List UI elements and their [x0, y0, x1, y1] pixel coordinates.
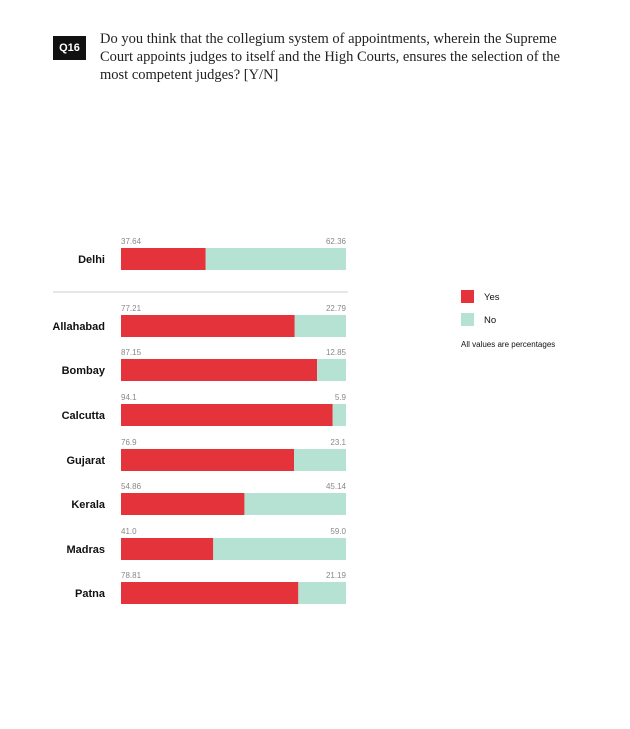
bar-yes-kerala [121, 493, 245, 515]
row-label-patna: Patna [75, 588, 106, 600]
row-label-kerala: Kerala [71, 499, 106, 511]
value-label-no-calcutta: 5.9 [335, 393, 347, 402]
question-number-badge: Q16 [53, 36, 86, 60]
value-label-no-bombay: 12.85 [326, 348, 347, 357]
legend-yes-swatch [461, 290, 474, 303]
row-label-madras: Madras [66, 544, 105, 556]
value-label-no-patna: 21.19 [326, 571, 347, 580]
value-label-yes-madras: 41.0 [121, 527, 137, 536]
row-label-bombay: Bombay [62, 365, 106, 377]
bar-no-patna [298, 582, 346, 604]
value-label-no-gujarat: 23.1 [330, 438, 346, 447]
bar-no-calcutta [332, 404, 346, 426]
bar-yes-bombay [121, 359, 318, 381]
question-text: Do you think that the collegium system o… [100, 31, 560, 83]
value-label-no-allahabad: 22.79 [326, 304, 347, 313]
bar-no-delhi [205, 248, 346, 270]
row-label-allahabad: Allahabad [52, 321, 105, 333]
legend-note: All values are percentages [461, 340, 555, 349]
value-label-yes-kerala: 54.86 [121, 482, 142, 491]
legend-no-label: No [484, 315, 496, 326]
value-label-no-kerala: 45.14 [326, 482, 347, 491]
bar-no-kerala [244, 493, 346, 515]
bar-no-allahabad [294, 315, 346, 337]
value-label-yes-allahabad: 77.21 [121, 304, 142, 313]
bar-no-madras [213, 538, 346, 560]
value-label-yes-delhi: 37.64 [121, 237, 142, 246]
value-label-yes-calcutta: 94.1 [121, 393, 137, 402]
bar-no-bombay [317, 359, 346, 381]
bar-yes-calcutta [121, 404, 333, 426]
row-label-delhi: Delhi [78, 254, 105, 266]
row-label-calcutta: Calcutta [62, 410, 106, 422]
row-label-gujarat: Gujarat [66, 455, 105, 467]
bar-yes-gujarat [121, 449, 295, 471]
value-label-yes-bombay: 87.15 [121, 348, 142, 357]
value-label-yes-gujarat: 76.9 [121, 438, 137, 447]
value-label-no-madras: 59.0 [330, 527, 346, 536]
bar-yes-madras [121, 538, 214, 560]
value-label-yes-patna: 78.81 [121, 571, 142, 580]
legend-yes-label: Yes [484, 292, 500, 303]
bar-yes-allahabad [121, 315, 295, 337]
legend-no-swatch [461, 313, 474, 326]
value-label-no-delhi: 62.36 [326, 237, 347, 246]
bar-yes-patna [121, 582, 299, 604]
bar-yes-delhi [121, 248, 206, 270]
bar-no-gujarat [294, 449, 346, 471]
